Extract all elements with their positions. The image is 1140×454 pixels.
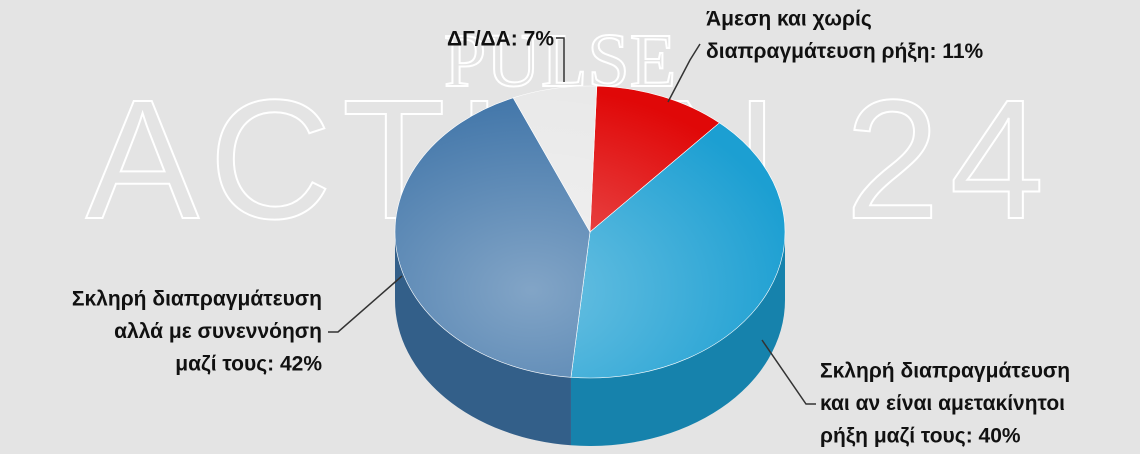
leader-line — [667, 43, 701, 103]
pie-shine — [395, 86, 785, 378]
slice-label: Σκληρή διαπραγμάτευση — [72, 288, 322, 311]
pie — [394, 85, 786, 446]
slice-label: Σκληρή διαπραγμάτευση — [820, 360, 1070, 383]
slice-label: ΔΓ/ΔΑ: 7% — [447, 28, 554, 51]
leader-line — [761, 339, 816, 405]
leader-line — [328, 275, 403, 333]
slice-label: αλλά με συνεννόηση — [114, 320, 322, 343]
pie-side-shade — [570, 232, 785, 446]
pie-side-shade — [395, 232, 571, 446]
slice-label: και αν είναι αμετακίνητοι — [820, 392, 1065, 415]
pie-side — [395, 232, 571, 446]
slice-label: ρήξη μαζί τους: 40% — [820, 425, 1021, 448]
slice-label: μαζί τους: 42% — [175, 353, 322, 376]
slice-label: διαπραγμάτευση ρήξη: 11% — [706, 40, 984, 63]
pie-side — [570, 232, 785, 446]
leader-line — [556, 37, 565, 82]
slice-label: Άμεση και χωρίς — [706, 8, 872, 31]
